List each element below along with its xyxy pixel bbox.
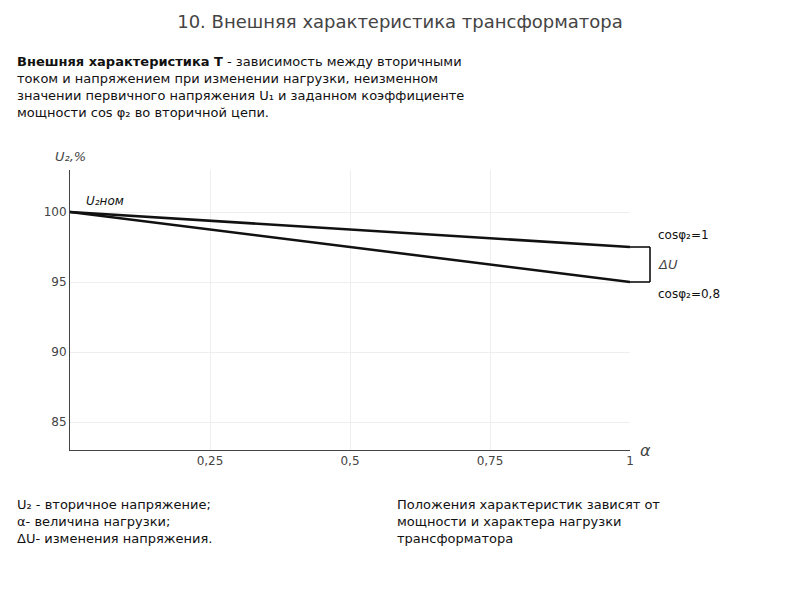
- svg-text:U₂ном: U₂ном: [86, 194, 124, 208]
- svg-text:cosφ₂=0,8: cosφ₂=0,8: [658, 287, 720, 301]
- svg-text:α: α: [640, 441, 651, 460]
- svg-text:U₂,%: U₂,%: [55, 149, 86, 164]
- svg-text:Внешняя характеристика Т - зав: Внешняя характеристика Т - зависимость м…: [17, 54, 464, 120]
- svg-text:cosφ₂=1: cosφ₂=1: [658, 228, 709, 242]
- svg-text:0,75: 0,75: [477, 454, 504, 468]
- svg-text:85: 85: [51, 415, 66, 429]
- svg-text:100: 100: [44, 205, 67, 219]
- svg-text:0,25: 0,25: [197, 454, 224, 468]
- svg-text:90: 90: [51, 345, 66, 359]
- svg-text:ΔU: ΔU: [658, 257, 678, 272]
- svg-text:95: 95: [51, 275, 66, 289]
- svg-text:10. Внешняя характеристика тра: 10. Внешняя характеристика трансформатор…: [177, 11, 623, 32]
- svg-text:0,5: 0,5: [340, 454, 359, 468]
- svg-text:U₂ - вторичное напряжение;α- в: U₂ - вторичное напряжение;α- величина на…: [17, 497, 212, 546]
- svg-text:1: 1: [626, 454, 634, 468]
- svg-text:Положения характеристик завися: Положения характеристик зависят отмощнос…: [397, 497, 660, 546]
